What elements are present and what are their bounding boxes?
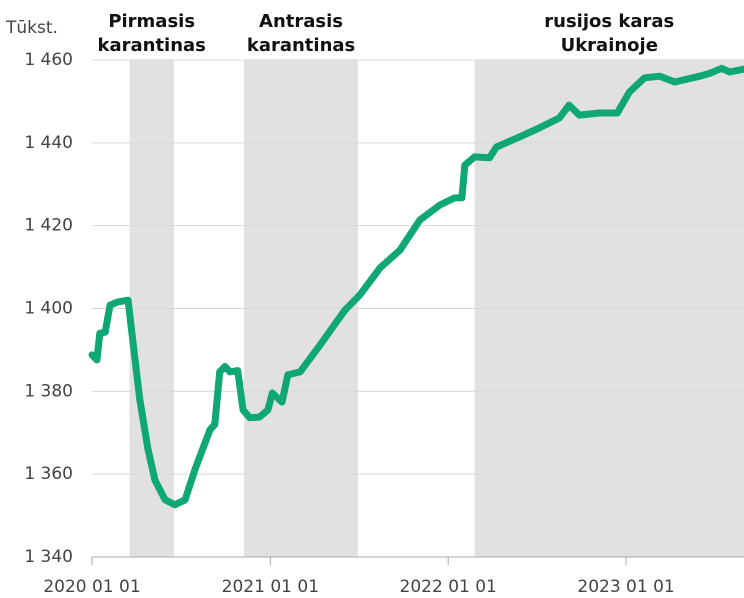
y-tick-label: 1 400 xyxy=(24,299,73,319)
period-label: Antrasis xyxy=(259,11,343,32)
y-tick-label: 1 340 xyxy=(24,547,73,567)
x-tick-label: 2023 01 01 xyxy=(577,577,674,597)
data-line xyxy=(88,64,744,509)
period-label: Ukrainoje xyxy=(561,35,658,56)
y-tick-label: 1 460 xyxy=(24,50,73,70)
y-tick-label: 1 360 xyxy=(24,464,73,484)
x-tick-label: 2021 01 01 xyxy=(222,577,319,597)
period-label: karantinas xyxy=(247,35,355,56)
period-label: Pirmasis xyxy=(108,11,195,32)
y-tick-label: 1 440 xyxy=(24,133,73,153)
y-tick-label: 1 420 xyxy=(24,216,73,236)
x-tick-label: 2020 01 01 xyxy=(43,577,140,597)
x-tick-label: 2022 01 01 xyxy=(400,577,497,597)
y-axis-label: Tūkst. xyxy=(5,18,58,38)
y-tick-label: 1 380 xyxy=(24,381,73,401)
period-label: karantinas xyxy=(97,35,205,56)
period-label: rusijos karas xyxy=(544,11,674,32)
